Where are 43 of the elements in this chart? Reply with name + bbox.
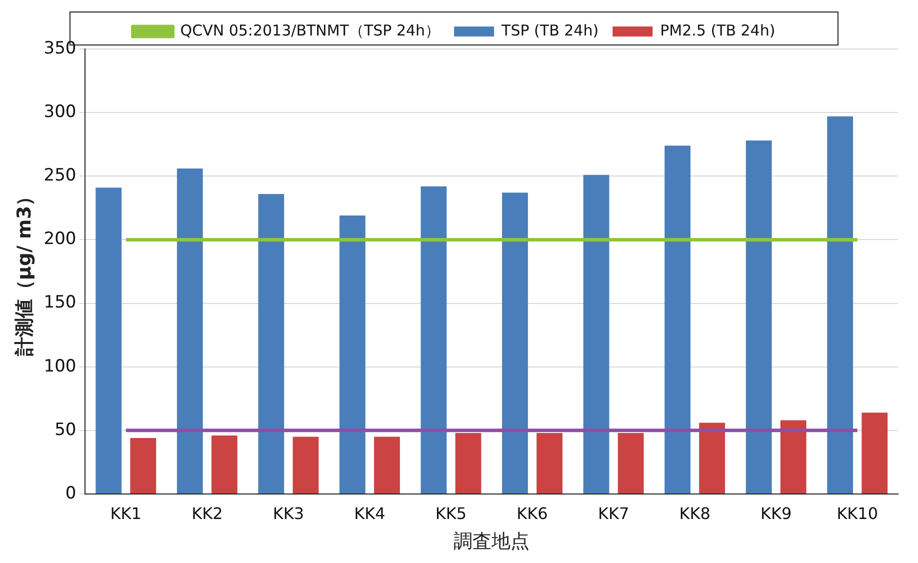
legend-label: TSP (TB 24h) — [500, 21, 599, 40]
bar — [502, 192, 528, 494]
x-tick-label: KK7 — [598, 504, 630, 523]
bar — [827, 116, 854, 494]
y-tick-label: 50 — [54, 420, 76, 440]
x-tick-label: KK3 — [272, 504, 304, 523]
bar — [339, 216, 366, 494]
bar — [211, 436, 238, 494]
y-tick-label: 300 — [44, 102, 76, 122]
bar — [292, 436, 319, 494]
bar — [699, 422, 726, 494]
bar — [618, 432, 644, 494]
legend-label: PM2.5 (TB 24h) — [660, 21, 776, 40]
bar — [176, 168, 203, 494]
bar — [536, 432, 562, 494]
bar — [862, 412, 888, 494]
x-tick-label: KK2 — [192, 504, 223, 523]
bar — [583, 174, 610, 494]
y-tick-label: 150 — [44, 292, 76, 313]
bar — [96, 188, 122, 494]
y-tick-label: 350 — [44, 38, 76, 58]
x-tick-label: KK5 — [435, 504, 467, 523]
x-axis-title: 調査地点 — [454, 530, 530, 553]
x-tick-label: KK9 — [760, 504, 792, 523]
y-tick-label: 0 — [65, 483, 76, 504]
bar — [780, 420, 806, 494]
legend-label: QCVN 05:2013/BTNMT（TSP 24h） — [180, 21, 440, 40]
x-tick-label: KK6 — [516, 504, 548, 523]
bar — [258, 194, 284, 494]
y-tick-label: 250 — [44, 166, 76, 186]
bar — [664, 146, 690, 494]
bar — [746, 140, 772, 494]
bar — [420, 186, 447, 494]
x-tick-label: KK8 — [679, 504, 710, 523]
y-tick-label: 100 — [44, 356, 76, 376]
x-tick-label: KK4 — [354, 504, 386, 523]
bar — [374, 436, 400, 494]
x-tick-label: KK10 — [836, 504, 878, 523]
bar — [130, 438, 156, 494]
bar — [455, 432, 482, 494]
x-tick-label: KK1 — [110, 504, 142, 523]
y-axis-title: 計測値（µg/ m3） — [13, 186, 36, 358]
y-tick-label: 200 — [44, 229, 76, 250]
